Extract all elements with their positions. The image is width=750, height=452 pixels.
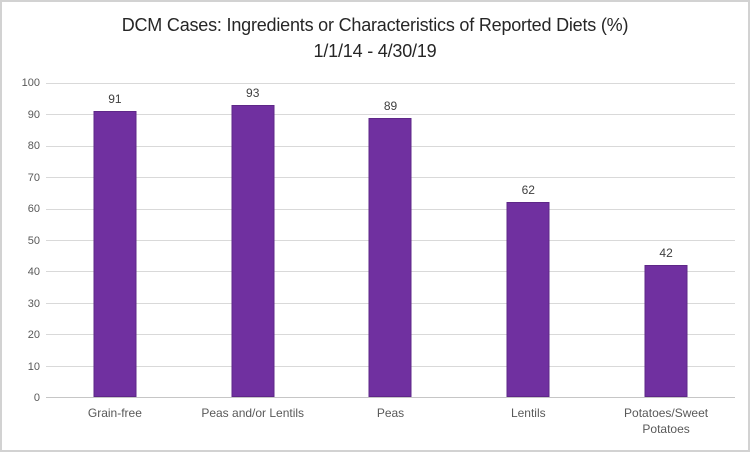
bar-slot: 91 [46,83,184,397]
bar-value-label: 42 [659,246,673,261]
bar-slot: 93 [184,83,322,397]
bar [368,117,412,397]
y-tick-label-10: 10 [27,360,40,373]
bar-value-label: 62 [521,183,535,198]
bar [93,111,137,397]
bar [644,265,688,397]
y-tick-label-20: 20 [27,329,40,341]
x-axis: Grain-free Peas and/or Lentils Peas Lentils… [46,405,735,437]
bar-slot: 42 [597,83,735,397]
y-axis: 0 10 20 30 40 50 60 70 80 90 100 [2,77,40,404]
x-category: Potatoes/Sweet Potatoes [597,405,735,437]
y-tick-label-100: 100 [21,77,40,89]
x-category-label: Peas [376,406,405,420]
bar-value-label: 93 [246,85,260,100]
y-tick-label-70: 70 [27,171,40,184]
bar-slot: 89 [322,83,460,397]
chart-title: DCM Cases: Ingredients or Characteristic… [121,15,629,35]
chart-title-block: DCM Cases: Ingredients or Characteristic… [2,12,748,64]
y-tick-label-80: 80 [27,140,40,152]
y-tick-label-0: 0 [33,392,40,404]
x-category-label: Grain-free [87,406,142,420]
y-tick-label-30: 30 [27,297,40,310]
x-category: Lentils [459,405,597,437]
y-tick-label-90: 90 [27,108,40,121]
x-category-label: Lentils [510,406,546,420]
y-tick-label-50: 50 [27,234,40,247]
bar-value-label: 91 [108,92,122,107]
bar [506,202,550,397]
x-category: Grain-free [46,405,184,437]
x-category: Peas [322,405,460,437]
x-category: Peas and/or Lentils [184,405,322,437]
bar [231,104,275,397]
plot-area: 91 93 89 62 42 [46,83,735,398]
y-tick-label-60: 60 [27,203,40,215]
x-category-label: Peas and/or Lentils [201,406,305,420]
y-tick-label-40: 40 [27,266,40,278]
bar-slot: 62 [459,83,597,397]
x-category-label: Potatoes/Sweet Potatoes [624,406,709,436]
chart-subtitle: 1/1/14 - 4/30/19 [313,41,437,61]
bar-value-label: 89 [383,98,398,113]
